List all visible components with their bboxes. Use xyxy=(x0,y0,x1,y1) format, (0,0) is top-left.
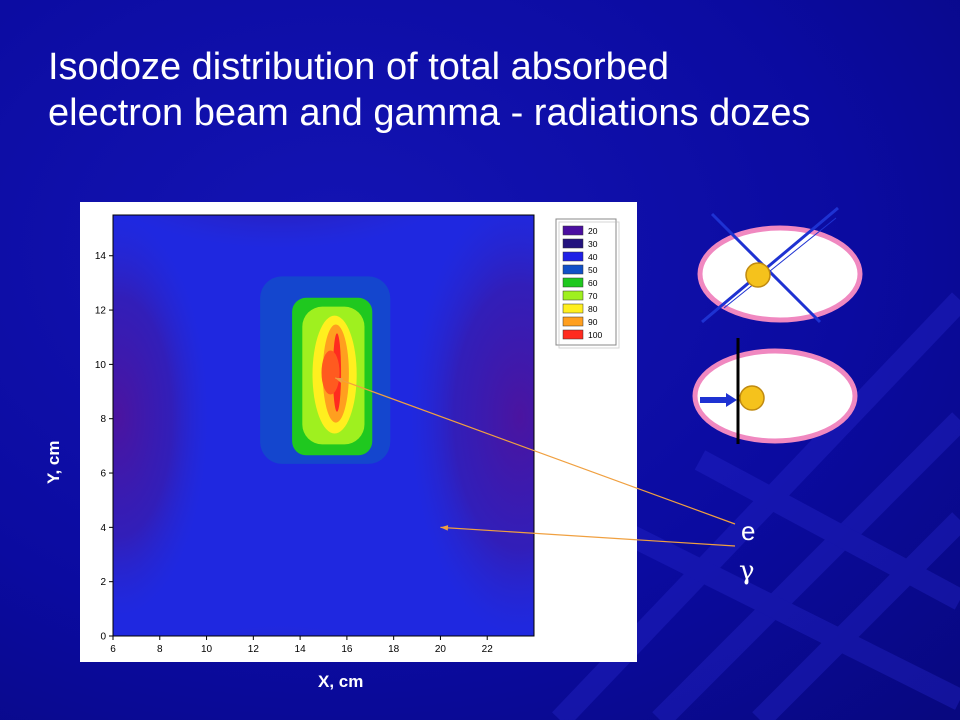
label-gamma: γ xyxy=(739,556,755,586)
region-left-purple xyxy=(113,217,208,617)
x-tick-label-0: 6 xyxy=(110,644,116,655)
y-tick-label-5: 10 xyxy=(95,360,107,371)
legend-label-40: 40 xyxy=(588,252,598,262)
x-tick-label-8: 22 xyxy=(482,644,494,655)
legend-shadow xyxy=(558,221,620,349)
x-tick-label-1: 8 xyxy=(157,644,163,655)
x-tick-label-7: 20 xyxy=(435,644,447,655)
heatmap-chart: 6 8 10 12 14 16 18 20 22 0 2 4 6 8 10 12 14 20 30 40 50 60 7… xyxy=(95,214,620,655)
legend-label-20: 20 xyxy=(588,226,598,236)
legend-swatch-100 xyxy=(562,329,584,340)
legend-label-90: 90 xyxy=(588,317,598,327)
x-tick-label-4: 14 xyxy=(295,644,307,655)
legend-swatch-90 xyxy=(562,316,584,327)
y-tick-label-2: 4 xyxy=(100,523,106,534)
y-tick-label-4: 8 xyxy=(100,414,106,425)
contour-peak-100 xyxy=(321,350,340,395)
legend-swatch-50 xyxy=(562,264,584,275)
legend-label-100: 100 xyxy=(588,330,602,340)
x-tick-label-5: 16 xyxy=(341,644,353,655)
y-tick-label-6: 12 xyxy=(95,306,107,317)
legend-swatch-60 xyxy=(562,277,584,288)
legend-label-60: 60 xyxy=(588,278,598,288)
title-line-2: electron beam and gamma - radiations doz… xyxy=(48,92,811,134)
y-tick-label-1: 2 xyxy=(100,577,106,588)
y-tick-label-7: 14 xyxy=(95,251,107,262)
legend: 20 30 40 50 60 70 80 90 100 xyxy=(555,218,620,349)
legend-swatch-30 xyxy=(562,238,584,249)
legend-swatch-80 xyxy=(562,303,584,314)
legend-label-50: 50 xyxy=(588,265,598,275)
x-tick-label-6: 18 xyxy=(388,644,400,655)
y-axis-title: Y, cm xyxy=(44,440,63,484)
region-lower-purple xyxy=(113,526,480,636)
y-tick-label-0: 0 xyxy=(100,632,106,643)
legend-label-30: 30 xyxy=(588,239,598,249)
x-axis-title: X, cm xyxy=(318,672,364,691)
x-tick-label-2: 10 xyxy=(201,644,213,655)
chart-panel: 6 8 10 12 14 16 18 20 22 0 2 4 6 8 10 12 14 20 30 40 50 60 7… xyxy=(80,202,637,662)
legend-label-70: 70 xyxy=(588,291,598,301)
legend-swatch-70 xyxy=(562,290,584,301)
y-tick-label-3: 6 xyxy=(100,469,106,480)
legend-swatch-40 xyxy=(562,251,584,262)
slide-title: Isodoze distribution of total absorbed e… xyxy=(48,44,928,136)
title-line-1: Isodoze distribution of total absorbed xyxy=(48,46,670,88)
legend-label-80: 80 xyxy=(588,304,598,314)
x-tick-label-3: 12 xyxy=(248,644,260,655)
legend-swatch-20 xyxy=(562,225,584,236)
label-electron: e xyxy=(741,516,756,546)
